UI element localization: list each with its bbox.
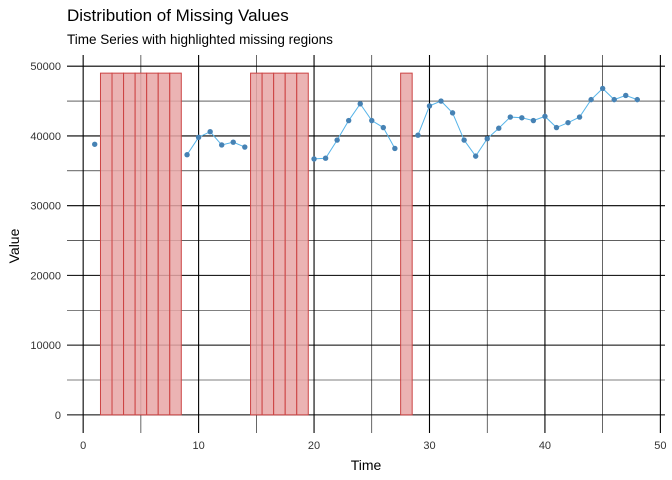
data-point bbox=[230, 139, 236, 145]
data-point bbox=[184, 152, 190, 158]
data-point bbox=[623, 92, 629, 99]
series-line-segment bbox=[314, 102, 396, 160]
data-point bbox=[311, 156, 317, 162]
x-axis-title: Time bbox=[351, 457, 382, 473]
data-point bbox=[611, 96, 617, 103]
x-axis-ticks: 0 10 20 30 40 50 bbox=[80, 440, 666, 452]
data-point bbox=[496, 125, 502, 131]
missing-region-bar bbox=[296, 72, 309, 416]
data-point bbox=[392, 145, 398, 152]
y-tick-label: 0 bbox=[55, 410, 61, 422]
x-tick-label: 20 bbox=[308, 440, 320, 452]
y-tick-label: 20000 bbox=[30, 270, 61, 282]
missing-region-bar bbox=[99, 72, 113, 416]
data-point bbox=[530, 117, 537, 124]
data-point bbox=[242, 144, 248, 150]
data-point bbox=[542, 113, 548, 120]
missing-region-bar bbox=[169, 72, 182, 416]
x-tick-label: 0 bbox=[80, 440, 86, 452]
y-tick-label: 10000 bbox=[30, 340, 61, 352]
y-axis-title: Value bbox=[6, 228, 22, 263]
data-point bbox=[195, 134, 202, 140]
data-point bbox=[576, 114, 583, 120]
data-point bbox=[345, 117, 352, 124]
data-point bbox=[334, 137, 340, 143]
x-tick-label: 30 bbox=[423, 440, 435, 452]
y-tick-label: 40000 bbox=[30, 131, 61, 143]
chart-title: Distribution of Missing Values bbox=[67, 6, 289, 25]
data-point bbox=[449, 110, 456, 116]
data-point bbox=[426, 103, 433, 109]
data-point bbox=[207, 129, 213, 135]
data-point bbox=[507, 114, 514, 120]
missing-region-bar bbox=[134, 72, 148, 416]
missing-region-bar bbox=[400, 72, 413, 416]
data-point bbox=[484, 135, 490, 142]
data-point bbox=[357, 101, 363, 107]
missing-region-bar bbox=[284, 72, 298, 416]
x-tick-label: 10 bbox=[192, 440, 204, 452]
y-axis-ticks: 0 10000 20000 30000 40000 50000 bbox=[30, 61, 61, 422]
missing-region-bar bbox=[111, 72, 125, 416]
data-point bbox=[322, 155, 329, 161]
data-point bbox=[92, 141, 98, 147]
missing-region-bar bbox=[123, 72, 136, 416]
x-tick-label: 40 bbox=[539, 440, 551, 452]
missing-regions bbox=[99, 72, 413, 416]
y-tick-label: 50000 bbox=[30, 61, 61, 73]
data-point bbox=[599, 85, 606, 92]
series-line-segment bbox=[417, 87, 638, 158]
data-point bbox=[461, 137, 467, 143]
data-point bbox=[634, 96, 640, 103]
data-point bbox=[415, 132, 421, 138]
missing-region-bar bbox=[250, 72, 263, 416]
missing-region-bar bbox=[261, 72, 275, 416]
missing-region-bar bbox=[273, 72, 286, 416]
chart-subtitle: Time Series with highlighted missing reg… bbox=[67, 32, 333, 47]
missing-region-bar bbox=[146, 72, 159, 416]
data-point bbox=[588, 96, 594, 103]
data-point bbox=[519, 115, 525, 121]
data-point bbox=[369, 117, 375, 124]
x-tick-label: 50 bbox=[654, 440, 666, 452]
data-point bbox=[380, 124, 387, 131]
y-tick-label: 30000 bbox=[30, 201, 61, 213]
data-point bbox=[472, 153, 479, 159]
series-points bbox=[92, 85, 640, 162]
data-point bbox=[553, 124, 560, 131]
data-point bbox=[438, 98, 444, 104]
missing-region-bar bbox=[157, 72, 171, 416]
data-point bbox=[218, 142, 225, 148]
data-point bbox=[565, 119, 571, 126]
series-line-segment bbox=[186, 131, 245, 156]
